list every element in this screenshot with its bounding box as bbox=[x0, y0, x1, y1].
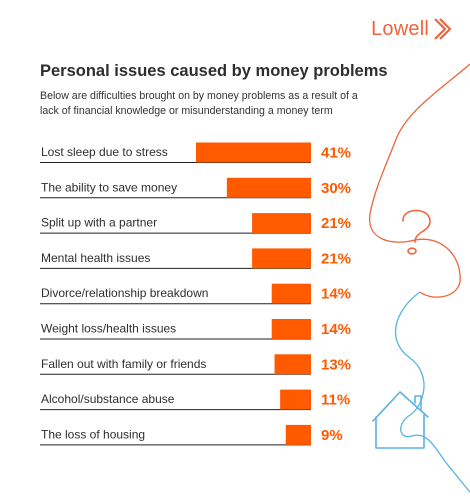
bar bbox=[285, 424, 311, 445]
category-label: Lost sleep due to stress bbox=[41, 145, 168, 159]
value-label: 21% bbox=[321, 215, 351, 232]
category-label: The ability to save money bbox=[41, 180, 177, 194]
chart-subtitle: Below are difficulties brought on by mon… bbox=[40, 90, 358, 117]
value-label: 11% bbox=[321, 392, 350, 409]
question-swirl-line bbox=[369, 63, 470, 298]
chart-title: Personal issues caused by money problems bbox=[40, 62, 388, 80]
category-label: Fallen out with family or friends bbox=[41, 357, 206, 371]
bar bbox=[252, 213, 311, 234]
bar bbox=[271, 319, 311, 339]
question-mark-icon bbox=[402, 209, 431, 255]
bar bbox=[226, 177, 311, 198]
chevron-right-icon bbox=[434, 18, 452, 40]
category-label: Mental health issues bbox=[41, 251, 150, 265]
value-label: 14% bbox=[321, 286, 351, 303]
house-swirl-line bbox=[394, 291, 470, 493]
bar bbox=[252, 248, 311, 269]
bar bbox=[274, 354, 311, 375]
value-label: 14% bbox=[321, 321, 351, 338]
value-label: 9% bbox=[321, 427, 343, 444]
bar bbox=[280, 389, 311, 410]
value-label: 30% bbox=[321, 180, 351, 197]
category-label: The loss of housing bbox=[41, 427, 145, 441]
value-label: 13% bbox=[321, 356, 351, 373]
brand-logo: Lowell bbox=[371, 17, 452, 41]
brand-name: Lowell bbox=[371, 17, 429, 40]
category-label: Split up with a partner bbox=[41, 216, 157, 230]
bar bbox=[196, 142, 311, 163]
bar bbox=[271, 283, 311, 304]
value-label: 21% bbox=[321, 250, 351, 267]
value-label: 41% bbox=[321, 145, 351, 162]
category-label: Divorce/relationship breakdown bbox=[41, 286, 208, 300]
category-label: Alcohol/substance abuse bbox=[41, 392, 175, 406]
house-icon bbox=[372, 391, 429, 449]
category-label: Weight loss/health issues bbox=[41, 322, 176, 336]
